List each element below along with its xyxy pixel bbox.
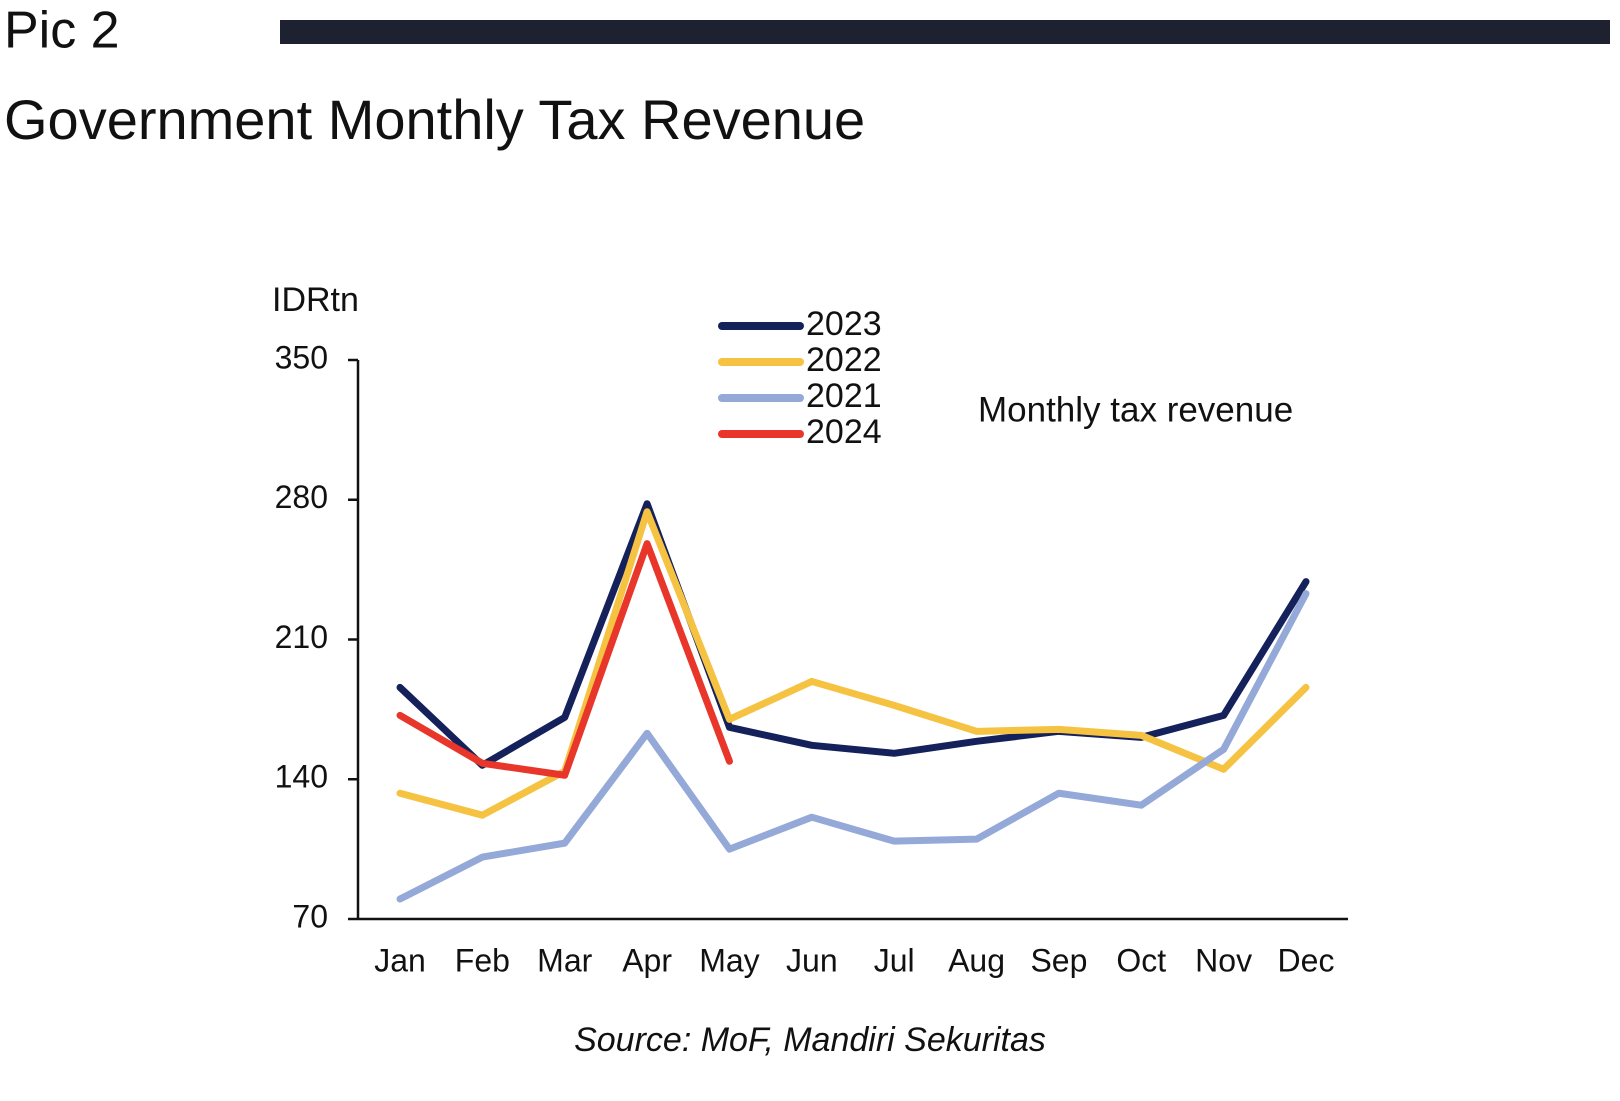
series-line: [396, 590, 1310, 903]
x-tick-label: Jul: [874, 942, 915, 978]
y-axis-label: IDRtn: [272, 281, 359, 319]
legend-label: 2022: [806, 341, 882, 379]
source: Source: MoF, Mandiri Sekuritas: [574, 1021, 1046, 1059]
x-tick-label: May: [699, 942, 759, 978]
legend-label: 2021: [806, 377, 882, 415]
x-tick-label: Sep: [1030, 942, 1087, 978]
series-line: [396, 508, 1310, 819]
series-line: [396, 540, 733, 779]
legend-label: 2024: [806, 413, 882, 451]
y-tick-label: 350: [275, 339, 328, 375]
y-tick-label: 280: [275, 479, 328, 515]
series-line: [396, 500, 1310, 769]
annotation: Monthly tax revenue: [978, 390, 1293, 429]
x-tick-label: Mar: [537, 942, 592, 978]
page-title: Government Monthly Tax Revenue: [4, 88, 865, 151]
y-tick-label: 70: [292, 898, 328, 934]
x-tick-label: Aug: [948, 942, 1005, 978]
x-tick-label: Apr: [622, 942, 672, 978]
y-tick-label: 140: [275, 759, 328, 795]
x-tick-label: Feb: [455, 942, 510, 978]
x-tick-label: Oct: [1116, 942, 1166, 978]
x-tick-label: Nov: [1195, 942, 1252, 978]
y-tick-label: 210: [275, 619, 328, 655]
legend-label: 2023: [806, 305, 882, 343]
x-tick-label: Jan: [374, 942, 426, 978]
x-tick-label: Jun: [786, 942, 838, 978]
pic-label: Pic 2: [4, 2, 120, 60]
header-bar: [280, 20, 1610, 44]
x-tick-label: Dec: [1278, 942, 1335, 978]
